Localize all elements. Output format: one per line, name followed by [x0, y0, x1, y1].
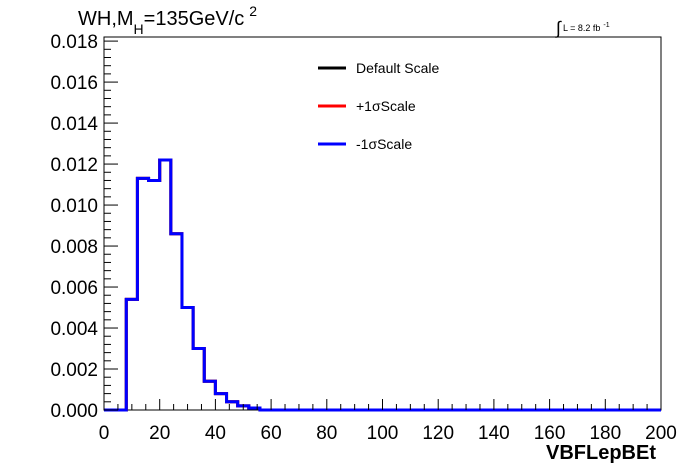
- y-axis: 0.000 0.002 0.004 0.006 0.008 0.010 0.012 0.014…: [50, 32, 118, 422]
- x-tick-label: 160: [534, 423, 566, 444]
- y-tick-label: 0.012: [50, 155, 98, 176]
- x-tick-label: 100: [367, 423, 399, 444]
- x-tick-label: 120: [422, 423, 454, 444]
- y-tick-label: 0.008: [50, 237, 98, 258]
- legend: Default Scale +1σScale -1σScale: [318, 60, 439, 152]
- y-tick-label: 0.010: [50, 196, 98, 217]
- y-tick-label: 0.016: [50, 73, 98, 94]
- series-line-2: [104, 158, 661, 412]
- x-tick-label: 140: [478, 423, 510, 444]
- x-axis: 0 20 40 60 80 100 120 140 160 180 200: [99, 399, 677, 444]
- luminosity-label: ∫ L = 8.2 fb -1: [554, 18, 610, 38]
- plot-frame: [103, 36, 662, 411]
- legend-label: -1σScale: [356, 136, 412, 152]
- y-tick-label: 0.004: [50, 319, 98, 340]
- x-tick-label: 20: [149, 423, 170, 444]
- series-line-0: [104, 158, 661, 412]
- legend-label: Default Scale: [356, 60, 439, 76]
- x-axis-label: VBFLepBEt: [546, 442, 656, 464]
- x-tick-label: 80: [316, 423, 337, 444]
- legend-label: +1σScale: [356, 98, 416, 114]
- chart-title: WH,MH=135GeV/c 2: [78, 3, 257, 37]
- series-line-1: [104, 158, 661, 412]
- plot-area-border: [103, 36, 662, 411]
- y-tick-label: 0.018: [50, 32, 98, 53]
- x-tick-label: 60: [261, 423, 282, 444]
- y-tick-label: 0.006: [50, 278, 98, 299]
- y-tick-label: 0.014: [50, 114, 98, 135]
- x-tick-label: 200: [645, 423, 677, 444]
- x-tick-label: 0: [99, 423, 110, 444]
- y-tick-label: 0.002: [50, 360, 98, 381]
- x-tick-label: 40: [205, 423, 226, 444]
- y-tick-label: 0.000: [50, 401, 98, 422]
- x-tick-label: 180: [589, 423, 621, 444]
- series-group: [104, 158, 661, 412]
